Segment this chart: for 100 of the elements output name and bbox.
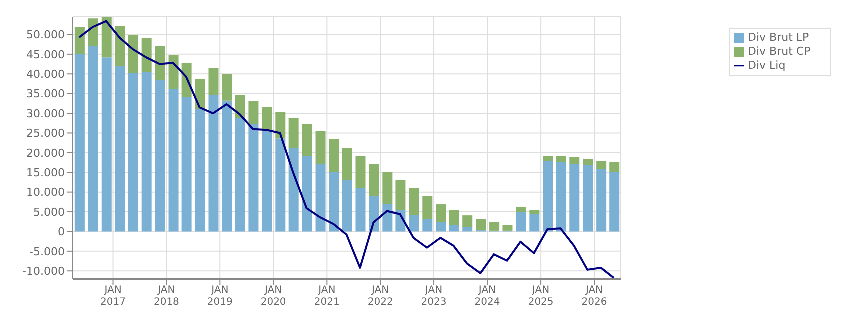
bar: [142, 72, 152, 232]
legend-label: Div Brut LP: [748, 31, 810, 44]
y-tick-label: 30.000: [26, 107, 65, 120]
y-tick-label: 15.000: [26, 166, 65, 180]
bar: [583, 165, 594, 232]
bar: [222, 74, 232, 101]
x-tick-label: JAN 2018: [154, 285, 180, 308]
bar: [396, 180, 406, 210]
bar: [422, 219, 433, 232]
bar: [422, 196, 433, 220]
x-tick-label: JAN 2024: [474, 285, 500, 308]
bar: [316, 131, 326, 164]
bar: [409, 188, 420, 216]
bar: [128, 72, 138, 232]
bar: [610, 162, 620, 172]
bar: [316, 164, 326, 232]
bar: [610, 172, 620, 232]
bar: [436, 204, 446, 222]
x-tick-label: JAN 2020: [260, 285, 286, 308]
y-tick-label: 45.000: [26, 48, 65, 62]
bar: [342, 180, 352, 232]
y-tick-label: 0: [58, 226, 65, 239]
bar: [329, 140, 340, 172]
bar: [530, 214, 540, 232]
bar: [182, 96, 192, 232]
bar: [248, 101, 259, 125]
bar: [276, 112, 286, 139]
bar: [155, 46, 166, 80]
bar: [235, 118, 246, 232]
bar: [543, 156, 554, 162]
bar: [88, 46, 98, 232]
bar: [235, 95, 246, 118]
bar: [302, 156, 312, 232]
bar: [302, 124, 312, 156]
bar: [195, 79, 206, 110]
y-tick-label: 5.000: [34, 206, 65, 219]
bar: [115, 66, 126, 232]
bar: [168, 55, 179, 90]
bar: [556, 162, 566, 232]
bar: [74, 54, 85, 232]
bar: [356, 188, 366, 232]
y-tick-label: 40.000: [26, 68, 65, 82]
legend-label: Div Liq: [748, 59, 786, 72]
bar: [288, 148, 299, 232]
x-tick-label: JAN 2019: [207, 285, 233, 308]
bar: [88, 18, 98, 47]
bar: [102, 58, 112, 232]
x-tick-label: JAN 2023: [421, 285, 447, 308]
bar: [516, 212, 526, 232]
bar: [262, 107, 272, 132]
y-tick-label: 50.000: [26, 28, 65, 42]
y-tick-label: 35.000: [26, 88, 65, 101]
bar: [262, 131, 272, 232]
line-series: [78, 20, 616, 279]
bar: [115, 26, 126, 66]
bar: [369, 164, 380, 196]
bar: [168, 89, 179, 232]
x-tick-label: JAN 2026: [582, 285, 608, 308]
x-tick-label: JAN 2021: [314, 285, 340, 308]
bar: [476, 220, 486, 231]
bar: [409, 215, 420, 232]
bar: [382, 172, 393, 205]
bar: [142, 38, 152, 73]
bar: [596, 169, 607, 232]
bar: [74, 27, 85, 54]
bar: [516, 207, 526, 212]
bar: [556, 156, 566, 162]
bar: [502, 225, 513, 231]
bar: [128, 36, 138, 73]
bar: [276, 138, 286, 232]
bar: [248, 124, 259, 232]
bar: [596, 161, 607, 170]
bar: [155, 80, 166, 232]
bar: [329, 172, 340, 232]
bar: [543, 161, 554, 232]
legend-label: Div Brut CP: [748, 45, 811, 58]
y-tick-label: -10.000: [22, 265, 65, 278]
bar: [449, 225, 460, 232]
y-tick-label: 10.000: [26, 186, 65, 200]
bar: [382, 204, 393, 232]
bar: [462, 227, 473, 232]
x-tick-label: JAN 2025: [528, 285, 554, 308]
bar: [356, 156, 366, 188]
bar: [436, 222, 446, 232]
bar: [342, 148, 352, 181]
bar: [462, 216, 473, 228]
bar: [570, 164, 580, 232]
bar: [222, 100, 232, 232]
bar: [208, 95, 219, 232]
bar: [570, 157, 580, 164]
bar: [102, 17, 112, 58]
x-tick-label: JAN 2017: [100, 285, 126, 308]
bar: [583, 159, 594, 166]
bar: [449, 210, 460, 226]
bar: [369, 196, 380, 232]
y-tick-label: -5.000: [30, 245, 65, 258]
y-tick-label: 25.000: [26, 127, 65, 140]
bar: [288, 118, 299, 148]
bar: [530, 210, 540, 214]
bar: [208, 68, 219, 96]
